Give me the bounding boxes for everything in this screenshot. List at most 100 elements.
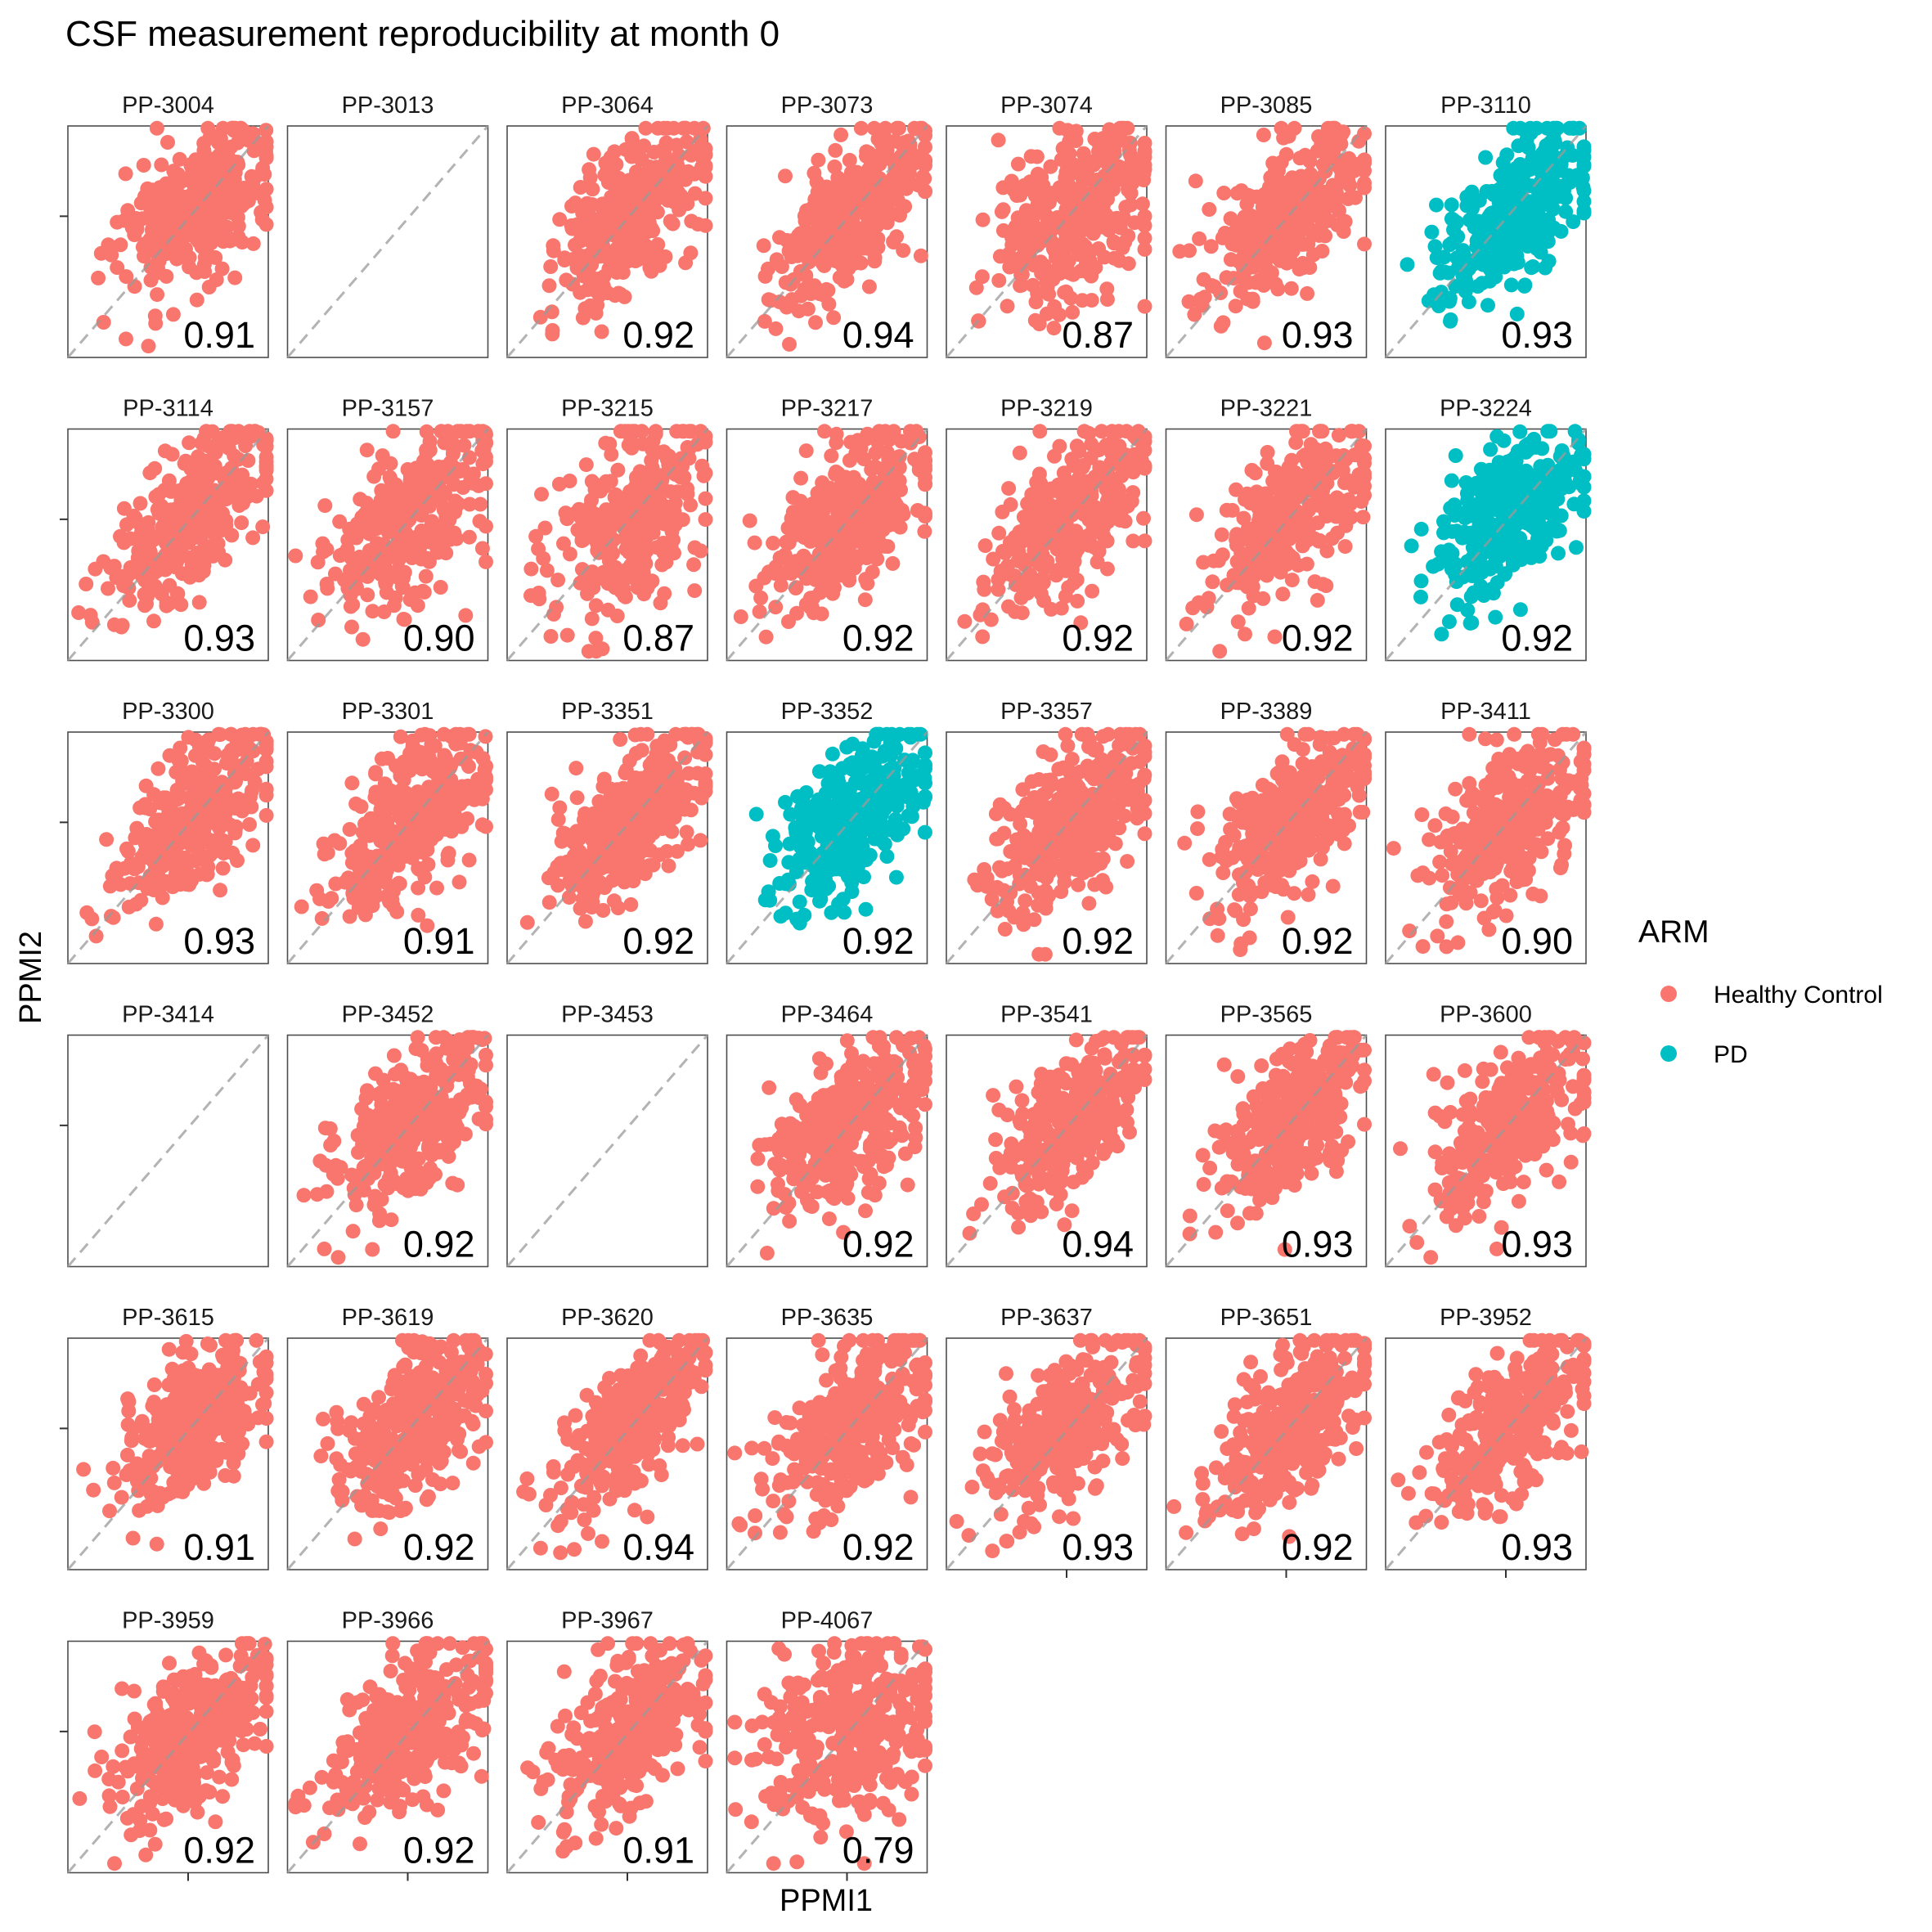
data-point	[1500, 247, 1516, 263]
data-point	[191, 234, 206, 249]
data-point	[665, 216, 681, 231]
data-point	[258, 471, 274, 487]
data-point	[913, 248, 928, 263]
data-point	[1509, 224, 1525, 240]
facet-label: PP-3064	[561, 92, 654, 119]
data-point	[1063, 290, 1078, 306]
data-point	[1085, 583, 1100, 599]
data-point	[648, 424, 663, 439]
data-point	[636, 565, 651, 580]
data-point	[1576, 150, 1592, 165]
data-point	[1088, 500, 1103, 515]
data-point	[748, 578, 764, 594]
data-point	[892, 519, 908, 535]
data-point	[1287, 120, 1302, 136]
data-point	[957, 613, 973, 629]
data-point	[893, 482, 908, 497]
data-point	[1107, 236, 1121, 251]
data-point	[1275, 586, 1291, 602]
data-point	[918, 128, 932, 143]
data-point	[646, 145, 662, 160]
data-point	[1287, 465, 1303, 480]
data-point	[872, 170, 887, 186]
data-point	[1429, 197, 1444, 213]
data-point	[161, 837, 177, 852]
data-point	[1020, 496, 1036, 511]
data-point	[811, 152, 826, 168]
data-point	[870, 132, 886, 146]
data-point	[686, 557, 702, 573]
data-point	[188, 152, 204, 168]
data-point	[1044, 601, 1059, 617]
data-point	[1137, 299, 1152, 314]
data-point	[133, 496, 148, 511]
data-point	[1443, 313, 1458, 329]
data-point	[1090, 212, 1105, 227]
data-point	[1330, 525, 1345, 541]
data-point	[531, 541, 546, 557]
data-point	[227, 448, 242, 464]
data-point	[474, 541, 490, 556]
data-point	[1426, 559, 1441, 574]
data-point	[1022, 532, 1037, 547]
data-point	[976, 574, 991, 590]
data-point	[1485, 586, 1501, 601]
data-point	[918, 184, 932, 200]
data-point	[1400, 257, 1415, 272]
data-point	[523, 561, 539, 577]
data-point	[1552, 449, 1568, 464]
data-point	[582, 209, 597, 224]
data-point	[165, 307, 181, 322]
data-point	[146, 613, 161, 629]
data-point	[1558, 191, 1574, 206]
data-point	[1075, 293, 1090, 308]
data-point	[461, 852, 477, 868]
data-point	[258, 182, 274, 197]
data-point	[537, 520, 553, 536]
data-point	[1316, 445, 1331, 461]
data-point	[1112, 253, 1127, 268]
data-point	[1007, 224, 1022, 240]
data-point	[1413, 589, 1428, 604]
data-point	[1235, 271, 1251, 286]
data-point	[808, 315, 823, 330]
data-point	[668, 171, 684, 186]
correlation-label: 0.92	[842, 618, 914, 659]
data-point	[303, 589, 318, 604]
data-point	[1331, 428, 1346, 443]
data-point	[479, 519, 493, 534]
data-point	[244, 783, 259, 798]
data-point	[1458, 475, 1474, 490]
data-point	[532, 591, 547, 607]
data-point	[1337, 539, 1353, 555]
data-point	[1471, 193, 1487, 209]
data-point	[843, 434, 859, 450]
data-point	[1522, 539, 1538, 555]
data-point	[883, 501, 899, 517]
data-point	[1474, 564, 1489, 580]
data-point	[118, 166, 133, 182]
facet-label: PP-3300	[122, 699, 214, 725]
data-point	[644, 453, 659, 469]
data-point	[204, 814, 219, 829]
data-point	[1540, 424, 1556, 439]
data-point	[1212, 644, 1228, 659]
data-point	[782, 336, 797, 352]
data-point	[1099, 438, 1114, 453]
facet-label: PP-3110	[1440, 92, 1531, 119]
data-point	[842, 152, 857, 168]
data-point	[1427, 239, 1443, 254]
data-point	[151, 487, 167, 502]
data-point	[603, 474, 618, 489]
data-point	[1102, 122, 1117, 137]
data-point	[119, 269, 134, 285]
data-point	[178, 854, 194, 869]
data-point	[1552, 523, 1567, 538]
data-point	[1034, 266, 1049, 281]
